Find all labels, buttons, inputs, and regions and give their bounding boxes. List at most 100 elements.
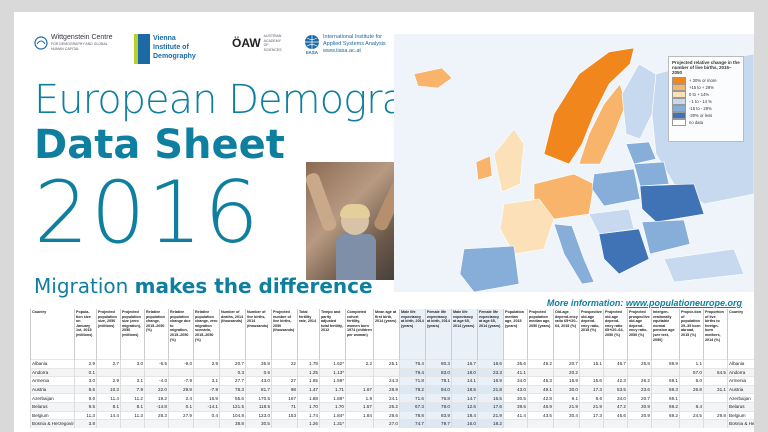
table-cell: 19.2 bbox=[144, 393, 169, 403]
table-cell bbox=[120, 367, 145, 377]
title-line-2: Data Sheet bbox=[34, 122, 285, 168]
table-cell: 69.3 bbox=[651, 384, 680, 394]
legend-item: 0 to + 14% bbox=[672, 91, 740, 98]
table-cell: 69.9 bbox=[651, 359, 680, 369]
table-cell: 3.8 bbox=[74, 419, 97, 428]
table-cell: 22 bbox=[271, 359, 298, 369]
table-row: Bosnia & Herzegovina 3.8 38.8 30.5 1.26 1.31*… bbox=[30, 419, 754, 428]
table-cell: 34.0 bbox=[603, 393, 628, 403]
table-cell: 35.6 bbox=[503, 359, 528, 369]
table-cell: 14.1 bbox=[451, 376, 478, 386]
table-cell: 45.3 bbox=[527, 376, 554, 386]
iiasa-line-2: Applied Systems Analysis bbox=[323, 41, 386, 47]
table-cell bbox=[703, 419, 728, 428]
table-cell bbox=[144, 367, 169, 377]
table-cell: 7.9 bbox=[120, 384, 145, 394]
table-cell bbox=[193, 367, 220, 377]
table-cell: 1.88* bbox=[319, 393, 346, 403]
table-cell: 2.9 bbox=[193, 359, 220, 369]
table-cell: 76.8 bbox=[425, 393, 452, 403]
legend-label: -15 to - 29% bbox=[689, 106, 712, 111]
wittgenstein-sub: FOR DEMOGRAPHY AND GLOBAL HUMAN CAPITAL bbox=[51, 42, 108, 51]
table-cell: 25.2 bbox=[373, 401, 400, 412]
table-cell: 98 bbox=[271, 384, 298, 394]
table-cell bbox=[271, 367, 298, 377]
table-cell: 16.9 bbox=[477, 376, 504, 386]
country-cell: Albania bbox=[30, 359, 75, 369]
table-cell bbox=[345, 419, 374, 428]
table-row: Belgium 11.3 14.4 11.3 28.3 27.9 0.4 104.8 123.0… bbox=[30, 410, 754, 420]
table-cell: 170.5 bbox=[245, 393, 272, 403]
legend-item: -15 to - 29% bbox=[672, 105, 740, 112]
table-body: Albania 2.9 2.7 3.0 -6.5 -9.0 2.9 20.7 35.8 22 1.7… bbox=[30, 359, 754, 428]
table-cell: 1.74 bbox=[297, 410, 320, 420]
iiasa-line-3: www.iiasa.ac.at bbox=[323, 48, 361, 54]
column-header: Tempo and parity adjusted total fertilit… bbox=[319, 309, 346, 360]
column-header: Projected prospective old-age depend-enc… bbox=[627, 309, 652, 360]
table-cell: 10.3 bbox=[96, 384, 121, 394]
table-cell: 34.0 bbox=[503, 376, 528, 386]
legend-label: no data bbox=[689, 120, 703, 125]
column-header: Projected population median age, 2050 (y… bbox=[527, 309, 554, 360]
table-cell: 28.9 bbox=[373, 384, 400, 394]
vid-logo: Vienna Institute of Demography bbox=[134, 34, 216, 64]
column-header: Relative population change due to migrat… bbox=[168, 309, 194, 360]
table-cell bbox=[96, 419, 121, 428]
table-cell bbox=[603, 419, 628, 428]
table-cell: 1.57 bbox=[345, 401, 374, 412]
table-cell: 9.5 bbox=[74, 401, 97, 412]
table-cell: 49.2 bbox=[527, 359, 554, 369]
table-header-row: Country Popula-tion size on January 1st, … bbox=[30, 309, 754, 360]
column-header: Total fertility rate, 2014 bbox=[297, 309, 320, 360]
iiasa-mark: IIASA bbox=[305, 50, 318, 55]
table-cell bbox=[603, 367, 628, 377]
table-cell: 11.2 bbox=[120, 393, 145, 403]
table-cell: 1.25 bbox=[297, 367, 320, 377]
table-cell: 1.84* bbox=[319, 410, 346, 420]
column-header: Country bbox=[727, 309, 754, 360]
table-cell: 0.6 bbox=[245, 367, 272, 377]
table-cell: 118.5 bbox=[245, 401, 272, 412]
table-cell bbox=[168, 419, 194, 428]
table-row: Belarus 9.5 8.1 8.1 -14.8 0.1 -14.1 121.5 118.5 7… bbox=[30, 401, 754, 412]
table-cell: -4.0 bbox=[144, 376, 169, 386]
legend-swatch bbox=[672, 119, 686, 126]
table-cell: 78.1 bbox=[425, 376, 452, 386]
country-cell: Azerbaijan bbox=[727, 393, 754, 403]
wittgenstein-name: Wittgenstein Centre bbox=[51, 34, 113, 41]
table-cell: 43.0 bbox=[503, 384, 528, 394]
title-year: 2016 bbox=[34, 163, 261, 263]
table-cell: 1.65 bbox=[297, 376, 320, 386]
table-cell: 8.6 bbox=[74, 384, 97, 394]
table-cell: 64.5 bbox=[703, 367, 728, 377]
table-cell: 3.1 bbox=[193, 376, 220, 386]
table-cell: 23.3 bbox=[477, 367, 504, 377]
legend-item: no data bbox=[672, 119, 740, 126]
legend-swatch bbox=[672, 112, 686, 119]
table-cell: 1.67 bbox=[345, 384, 374, 394]
table-cell: 79.4 bbox=[399, 367, 426, 377]
table-cell bbox=[527, 419, 554, 428]
country-cell: Azerbaijan bbox=[30, 393, 75, 403]
column-header: Proportion of live births to foreign-bor… bbox=[703, 309, 728, 360]
more-info-label: More information: bbox=[546, 298, 626, 308]
table-cell bbox=[679, 393, 704, 403]
table-cell bbox=[503, 419, 528, 428]
table-cell: 1.59* bbox=[319, 376, 346, 386]
table-cell bbox=[651, 419, 680, 428]
table-cell bbox=[703, 401, 728, 412]
table-cell: 83.9 bbox=[425, 410, 452, 420]
column-header: Projected population size (zero migratio… bbox=[120, 309, 145, 360]
table-cell: 21.9 bbox=[553, 401, 580, 412]
table-cell: 23.6 bbox=[627, 384, 652, 394]
table-cell: 84.0 bbox=[425, 384, 452, 394]
data-sheet-page: Wittgenstein Centre FOR DEMOGRAPHY AND G… bbox=[14, 12, 754, 432]
column-header: Projected population size, 2050 (million… bbox=[96, 309, 121, 360]
table-row: Azerbaijan 9.6 11.4 11.2 19.2 2.4 16.9 55.6 170.… bbox=[30, 393, 754, 403]
table-cell: 0.1 bbox=[168, 401, 194, 412]
table-cell: 43.5 bbox=[527, 410, 554, 420]
table-cell: 3.0 bbox=[120, 359, 145, 369]
more-info-link[interactable]: www.populationeurope.org bbox=[625, 298, 742, 308]
table-cell bbox=[553, 419, 580, 428]
table-cell: 30.0 bbox=[553, 384, 580, 394]
